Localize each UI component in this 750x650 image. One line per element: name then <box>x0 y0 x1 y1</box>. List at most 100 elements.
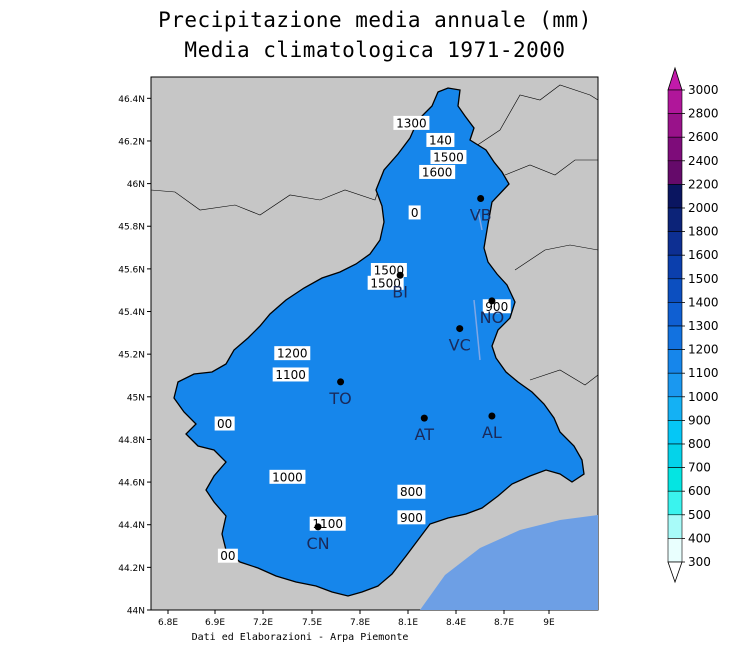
city-dot <box>488 412 496 420</box>
lat-tick-label: 46N <box>127 180 145 190</box>
legend-label: 1600 <box>688 248 719 262</box>
contour-label-text: 1000 <box>272 470 303 484</box>
contour-label-text: 00 <box>217 417 232 431</box>
lon-tick-label: 6.9E <box>205 618 225 628</box>
neighbor-boundaries <box>151 84 598 386</box>
contour-label-text: 140 <box>429 133 452 147</box>
legend-swatch <box>667 325 683 350</box>
lat-tick-label: 44.2N <box>118 564 145 574</box>
legend-label: 1800 <box>688 225 719 239</box>
color-legend: 3000 2800 2600 2400 2200 2000 1800 1600 1500 1400… <box>667 66 719 584</box>
lat-tick-label: 45N <box>127 393 145 403</box>
city-label: VB <box>470 206 492 225</box>
lon-tick-label: 8.7E <box>494 618 514 628</box>
city-label: BI <box>392 282 408 301</box>
legend-label: 1200 <box>688 343 719 357</box>
city-label: VC <box>449 336 471 355</box>
legend-swatch <box>667 184 683 209</box>
city-dot <box>456 325 464 333</box>
legend-label: 2400 <box>688 154 719 168</box>
legend-swatch <box>667 349 683 374</box>
data-source: Dati ed Elaborazioni - Arpa Piemonte <box>191 632 409 643</box>
lat-tick-label: 45.2N <box>118 351 145 361</box>
legend-swatch <box>667 490 683 516</box>
legend-bottom-arrow <box>667 561 683 584</box>
legend-swatch <box>667 396 683 421</box>
contour-label: 1000 <box>269 469 306 484</box>
city-at: AT <box>415 414 435 444</box>
contour-label-text: 0 <box>411 206 419 220</box>
legend-label: 1500 <box>688 272 719 286</box>
legend-label: 900 <box>688 413 711 427</box>
contour-label: 1300 <box>393 115 430 130</box>
contour-label: 1200 <box>274 346 311 361</box>
legend-label: 2600 <box>688 130 719 144</box>
legend-swatch <box>667 467 683 492</box>
contour-label-text: 1200 <box>277 347 308 361</box>
legend-label: 800 <box>688 437 711 451</box>
city-label: AT <box>415 425 435 444</box>
contour-label-text: 1500 <box>370 276 401 290</box>
contour-label-text: 1500 <box>374 264 405 278</box>
lat-tick-label: 45.4N <box>118 308 145 318</box>
contour-label: 1100 <box>309 516 346 531</box>
legend-swatch <box>667 302 683 327</box>
lon-tick-label: 9E <box>543 618 555 628</box>
city-no: NO <box>480 297 505 327</box>
city-label: CN <box>306 534 329 553</box>
map-title: Precipitazione media annuale (mm) <box>158 8 592 32</box>
legend-label: 2800 <box>688 107 719 121</box>
lat-tick-label: 44.4N <box>118 521 145 531</box>
longitude-axis: 6.8E 6.9E 7.2E 7.5E 7.8E 8.1E 8.4E 8.7E 9E <box>158 610 555 628</box>
lon-tick-label: 7.5E <box>302 618 322 628</box>
legend-swatch <box>667 372 683 398</box>
contour-label: 140 <box>426 132 455 147</box>
contour-label-text: 1100 <box>275 368 306 382</box>
contour-label-text: 1600 <box>422 165 453 179</box>
legend-label: 1100 <box>688 366 719 380</box>
city-label: TO <box>328 389 351 408</box>
city-markers: VB BI NO VC TO AT AL CN <box>306 195 504 553</box>
map-subtitle: Media climatologica 1971-2000 <box>184 38 566 62</box>
contour-label-text: 00 <box>220 549 235 563</box>
legend-swatch <box>667 231 683 256</box>
city-label: NO <box>480 308 505 327</box>
legend-label: 500 <box>688 508 711 522</box>
contour-label: 00 <box>217 548 238 563</box>
legend-label: 1300 <box>688 319 719 333</box>
city-dot <box>337 378 345 386</box>
latitude-axis: 46.4N 46.2N 46N 45.8N 45.6N 45.4N 45.2N 45N 44.8… <box>118 95 151 617</box>
legend-swatch <box>667 254 683 280</box>
city-vb: VB <box>470 195 492 225</box>
city-bi: BI <box>392 271 408 301</box>
city-to: TO <box>328 378 352 408</box>
legend-swatch <box>667 538 683 563</box>
contour-label-text: 1300 <box>396 116 427 130</box>
legend-swatch <box>667 113 683 138</box>
legend-label: 400 <box>688 531 711 545</box>
lon-tick-label: 8.4E <box>446 618 466 628</box>
legend-swatch <box>667 136 683 162</box>
lat-tick-label: 46.2N <box>118 137 145 147</box>
contour-label: 1100 <box>272 367 309 382</box>
city-label: AL <box>482 423 502 442</box>
contour-labels: 1300140150016001500150090012001100100080… <box>214 115 511 563</box>
legend-label: 2200 <box>688 177 719 191</box>
legend-label: 700 <box>688 461 711 475</box>
lat-tick-label: 44N <box>127 607 145 617</box>
legend-swatch <box>667 160 683 185</box>
lat-tick-label: 46.4N <box>118 95 145 105</box>
contour-label-text: 1500 <box>433 151 464 165</box>
lat-tick-label: 45.8N <box>118 223 145 233</box>
legend-top-arrow <box>667 66 683 91</box>
city-dot <box>477 195 485 203</box>
legend-label: 300 <box>688 555 711 569</box>
lat-tick-label: 44.6N <box>118 479 145 489</box>
contour-label: 00 <box>214 416 235 431</box>
lon-tick-label: 7.2E <box>253 618 273 628</box>
legend-label: 3000 <box>688 83 719 97</box>
legend-swatch <box>667 420 683 445</box>
contour-label: 0 <box>408 205 421 220</box>
city-vc: VC <box>449 325 471 355</box>
lon-tick-label: 8.1E <box>398 618 418 628</box>
